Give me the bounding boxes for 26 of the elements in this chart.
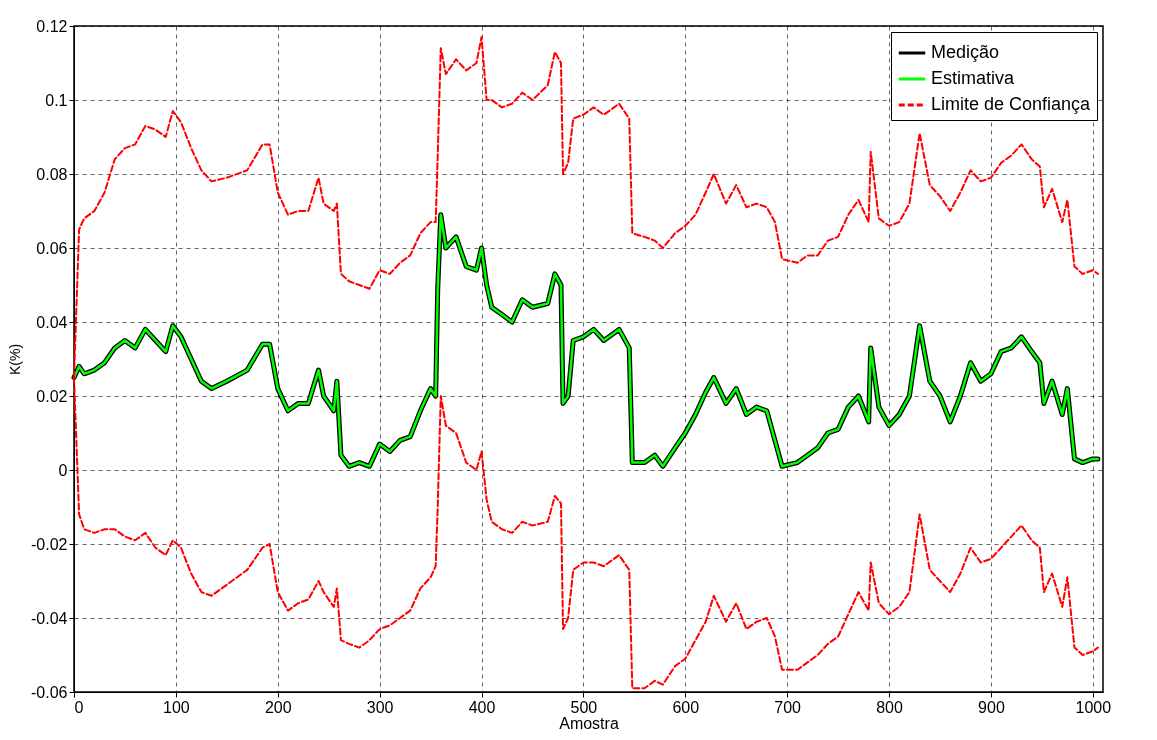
- y-tick-label: 0.02: [36, 387, 68, 405]
- y-tick-label: 0.04: [36, 313, 68, 331]
- legend-label: Estimativa: [931, 68, 1016, 88]
- y-tick-label: 0.08: [36, 165, 68, 183]
- y-tick-label: -0.04: [31, 609, 68, 627]
- x-tick-label: 700: [774, 698, 802, 716]
- x-tick-label: 600: [672, 698, 700, 716]
- x-tick-label: 200: [264, 698, 292, 716]
- y-axis-title: K(%): [7, 343, 24, 376]
- y-tick-label: 0.1: [45, 91, 68, 109]
- y-tick-label: 0.12: [36, 17, 68, 35]
- y-tick-label: -0.02: [31, 535, 68, 553]
- x-tick-label: 300: [366, 698, 394, 716]
- x-tick-label: 1000: [1075, 698, 1112, 716]
- y-tick-label: 0.06: [36, 239, 68, 257]
- x-tick-label: 500: [570, 698, 598, 716]
- x-axis-title: Amostra: [559, 714, 619, 732]
- legend-label: Medição: [931, 42, 1000, 62]
- x-tick-label: 0: [74, 698, 84, 716]
- x-tick-label: 900: [978, 698, 1005, 716]
- legend-label: Limite de Confiança: [931, 94, 1092, 114]
- y-tick-label: -0.06: [31, 683, 68, 701]
- y-tick-label: 0: [58, 461, 68, 479]
- x-tick-label: 400: [468, 698, 496, 716]
- x-tick-label: 100: [163, 698, 190, 716]
- x-tick-label: 800: [876, 698, 903, 716]
